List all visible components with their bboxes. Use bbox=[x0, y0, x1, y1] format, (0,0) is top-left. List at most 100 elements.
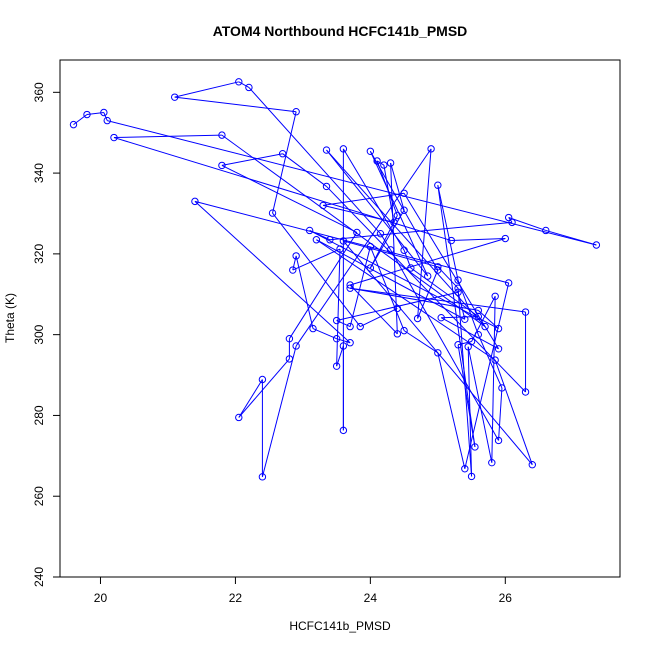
series-segment bbox=[336, 338, 351, 344]
data-point bbox=[366, 264, 375, 272]
series-segment bbox=[194, 200, 351, 344]
x-tick-label: 24 bbox=[364, 591, 378, 605]
data-point bbox=[592, 241, 601, 249]
series-segment bbox=[491, 296, 496, 463]
series-segment bbox=[323, 204, 395, 223]
data-point bbox=[471, 443, 479, 451]
chart-title: ATOM4 Northbound HCFC141b_PMSD bbox=[213, 23, 468, 39]
series-segment bbox=[309, 230, 499, 330]
series-segment bbox=[238, 379, 263, 418]
series-segment bbox=[288, 232, 358, 339]
series-segment bbox=[221, 164, 358, 233]
data-point bbox=[339, 237, 348, 245]
data-point bbox=[400, 189, 408, 197]
series-segment bbox=[342, 148, 405, 251]
series-segment bbox=[376, 160, 385, 166]
data-point bbox=[437, 313, 445, 322]
data-point bbox=[508, 218, 516, 227]
series-segment bbox=[477, 334, 503, 389]
data-point bbox=[542, 226, 550, 235]
series-segment bbox=[350, 287, 526, 313]
x-tick-label: 20 bbox=[94, 591, 108, 605]
data-point bbox=[454, 284, 462, 292]
data-point bbox=[498, 384, 506, 392]
data-point bbox=[474, 330, 483, 339]
data-point bbox=[332, 316, 341, 325]
data-point bbox=[494, 324, 503, 333]
y-tick-label: 260 bbox=[32, 486, 46, 506]
series-segment bbox=[360, 307, 398, 328]
series-segment bbox=[457, 288, 473, 477]
series-segment bbox=[467, 346, 493, 463]
series-segment bbox=[403, 193, 499, 350]
data-point bbox=[373, 157, 381, 165]
series-segment bbox=[113, 137, 452, 242]
y-tick-label: 340 bbox=[32, 163, 46, 183]
series-segment bbox=[336, 320, 351, 328]
series-segment bbox=[261, 345, 297, 477]
series-segment bbox=[248, 87, 381, 235]
data-point bbox=[235, 413, 243, 422]
data-point bbox=[218, 161, 226, 170]
plot-frame bbox=[59, 59, 621, 578]
data-point bbox=[346, 322, 354, 331]
data-point bbox=[400, 326, 408, 335]
series-segment bbox=[508, 217, 546, 231]
data-point bbox=[245, 83, 253, 92]
data-point bbox=[393, 304, 402, 313]
series-segment bbox=[440, 317, 499, 350]
data-point bbox=[339, 342, 348, 350]
data-point bbox=[356, 322, 364, 331]
series-segment bbox=[174, 81, 239, 98]
series-segment bbox=[437, 185, 476, 448]
data-point bbox=[464, 343, 472, 351]
data-point bbox=[235, 78, 243, 86]
series-segment bbox=[292, 255, 297, 271]
data-point bbox=[326, 236, 334, 244]
data-point bbox=[413, 314, 422, 323]
data-point bbox=[528, 461, 536, 469]
data-point bbox=[292, 252, 300, 260]
data-point bbox=[319, 201, 327, 210]
series-segment bbox=[376, 160, 398, 216]
data-point bbox=[322, 146, 331, 154]
data-point bbox=[434, 181, 442, 189]
series-segment bbox=[437, 185, 459, 281]
series-lines bbox=[73, 81, 597, 477]
data-point bbox=[494, 436, 503, 445]
data-point bbox=[69, 120, 78, 129]
data-point bbox=[521, 308, 530, 316]
series-segment bbox=[494, 359, 533, 465]
data-point bbox=[461, 315, 469, 324]
series-points bbox=[69, 78, 601, 481]
data-point bbox=[504, 279, 513, 287]
data-point bbox=[376, 229, 385, 238]
data-point bbox=[309, 324, 317, 333]
data-point bbox=[191, 197, 199, 206]
x-axis-label: HCFC141b_PMSD bbox=[289, 619, 391, 633]
series-segment bbox=[272, 212, 361, 327]
data-point bbox=[110, 133, 118, 142]
data-point bbox=[447, 236, 456, 245]
data-point bbox=[434, 263, 442, 271]
data-point bbox=[218, 131, 226, 139]
data-point bbox=[454, 288, 462, 296]
data-point bbox=[461, 465, 469, 473]
y-axis-label: Theta (K) bbox=[3, 293, 17, 343]
series-segment bbox=[383, 164, 395, 223]
series-segment bbox=[107, 120, 597, 246]
data-point bbox=[339, 426, 348, 435]
series-segment bbox=[369, 151, 429, 277]
series-segment bbox=[272, 111, 297, 214]
data-point bbox=[366, 147, 375, 155]
data-point bbox=[312, 236, 321, 244]
series-segment bbox=[477, 310, 499, 329]
data-point bbox=[170, 93, 179, 101]
data-point bbox=[103, 116, 111, 125]
data-point bbox=[346, 281, 354, 289]
series-segment bbox=[316, 239, 466, 320]
series-segment bbox=[73, 114, 88, 126]
y-tick-label: 320 bbox=[32, 244, 46, 264]
y-tick-label: 240 bbox=[32, 567, 46, 587]
